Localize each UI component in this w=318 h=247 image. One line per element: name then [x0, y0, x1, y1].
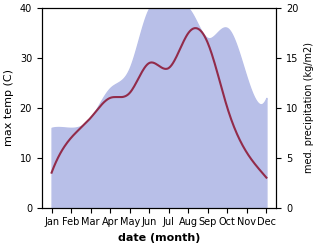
Y-axis label: med. precipitation (kg/m2): med. precipitation (kg/m2): [304, 42, 314, 173]
Y-axis label: max temp (C): max temp (C): [4, 69, 14, 146]
X-axis label: date (month): date (month): [118, 233, 200, 243]
